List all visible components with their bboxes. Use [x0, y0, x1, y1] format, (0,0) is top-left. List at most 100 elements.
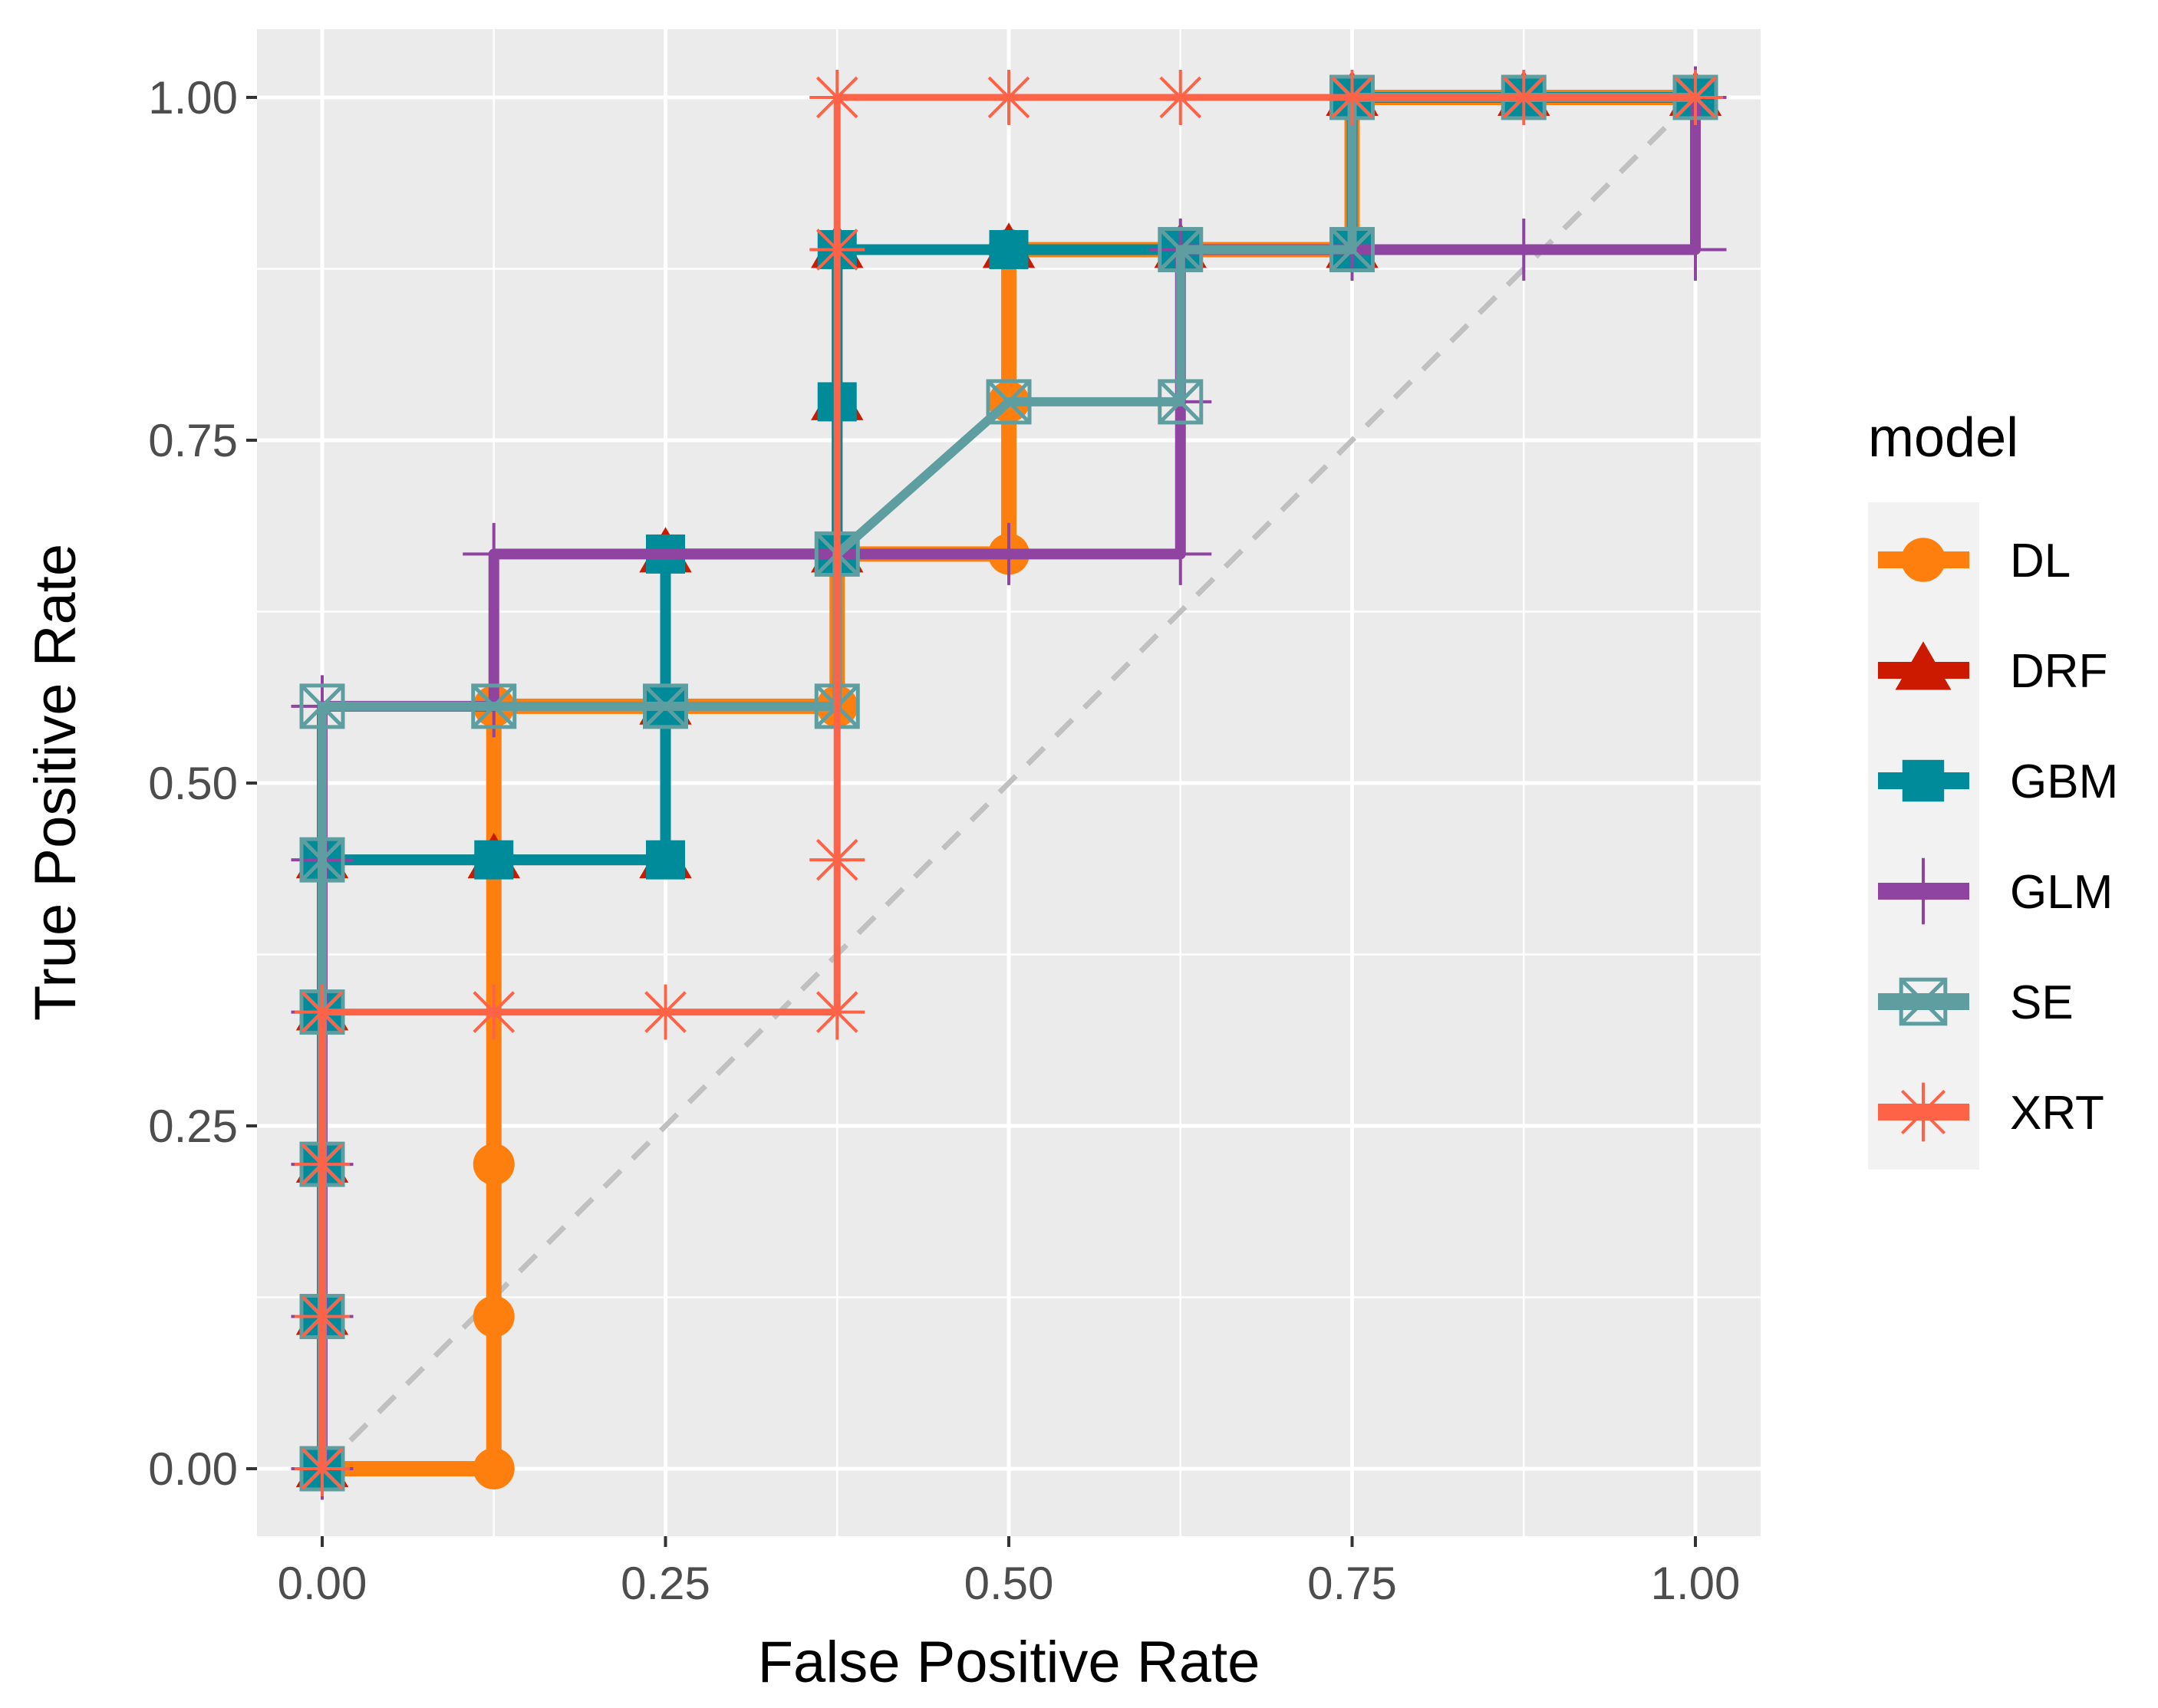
data-point — [473, 1144, 515, 1186]
data-point — [809, 832, 865, 888]
x-tick-label: 1.00 — [1651, 1558, 1741, 1609]
data-point — [295, 984, 350, 1040]
data-point — [1329, 226, 1375, 272]
data-point — [809, 70, 865, 125]
star-marker-d2 — [1331, 76, 1373, 119]
legend-item-dl: DL — [1878, 535, 2071, 587]
legend-item-gbm: GBM — [1878, 755, 2118, 808]
data-point — [295, 1441, 350, 1496]
square-x-marker-box — [1329, 226, 1375, 272]
data-point — [643, 683, 688, 729]
star-marker-d2 — [815, 991, 858, 1033]
star-marker-d2 — [815, 229, 858, 271]
square-x-marker-box — [986, 379, 1032, 425]
star-marker-d2 — [301, 991, 344, 1033]
data-point — [463, 522, 525, 585]
star-marker-d2 — [1159, 76, 1202, 119]
square-x-marker-box — [299, 837, 345, 883]
circle-marker — [473, 1295, 515, 1338]
data-point — [1149, 522, 1212, 585]
series-layer — [291, 66, 1727, 1500]
x-tick-label: 0.25 — [621, 1558, 710, 1609]
data-point — [466, 984, 522, 1040]
x-tick-label: 0.50 — [964, 1558, 1054, 1609]
y-tick-label: 0.75 — [148, 415, 238, 466]
data-point — [471, 683, 517, 729]
square-x-marker-diag2 — [1158, 227, 1203, 272]
square-x-marker-diag2 — [1899, 978, 1947, 1025]
y-axis-title: True Positive Rate — [23, 544, 88, 1021]
data-point — [981, 70, 1036, 125]
data-point — [1664, 218, 1727, 281]
y-tick-label: 0.25 — [148, 1101, 238, 1152]
data-point — [1152, 70, 1208, 125]
legend: model DL DRF GBM GLM SE XRT — [1868, 407, 2118, 1170]
data-point — [1899, 977, 1948, 1026]
legend-label: SE — [2010, 976, 2074, 1029]
square-x-marker-diag2 — [300, 838, 344, 882]
data-point — [299, 683, 345, 729]
square-marker — [1902, 759, 1945, 802]
series-xrt — [295, 70, 1723, 1496]
data-point — [809, 984, 865, 1040]
square-x-marker-box — [299, 683, 345, 729]
data-point — [809, 222, 865, 278]
star-marker-d2 — [815, 76, 858, 119]
reference-diagonal — [320, 95, 1698, 1471]
data-point — [1496, 70, 1552, 125]
x-axis-title: False Positive Rate — [758, 1630, 1260, 1695]
data-point — [473, 1448, 515, 1489]
data-point — [1889, 857, 1957, 925]
legend-item-xrt: XRT — [1878, 1082, 2104, 1142]
data-point — [295, 1137, 350, 1193]
legend-label: DRF — [2010, 645, 2107, 698]
data-point — [986, 379, 1032, 425]
legend-item-se: SE — [1878, 976, 2074, 1029]
axis-ticks: 0.00 0.25 0.50 0.75 1.00 0.00 0.25 0.50 0.75 1.00 — [148, 72, 1740, 1609]
square-marker — [646, 840, 685, 880]
star-marker-d2 — [815, 838, 858, 881]
square-x-marker-diag2 — [643, 684, 688, 729]
star-marker-d2 — [301, 1447, 344, 1490]
data-point — [638, 984, 694, 1040]
y-tick-label: 0.00 — [148, 1443, 238, 1495]
legend-keys-background — [1868, 502, 1979, 1170]
square-x-marker-box — [1899, 977, 1948, 1026]
data-point — [1895, 641, 1952, 690]
square-x-marker-box — [471, 683, 517, 729]
triangle-marker — [1895, 641, 1952, 690]
square-x-marker-box — [1158, 226, 1204, 272]
data-point — [1158, 379, 1204, 425]
legend-label: GBM — [2010, 755, 2118, 808]
data-point — [299, 837, 345, 883]
data-point — [977, 522, 1040, 585]
square-x-marker-box — [643, 683, 688, 729]
circle-marker — [473, 1448, 515, 1489]
square-x-marker-diag2 — [1329, 227, 1375, 272]
star-marker-d2 — [1900, 1089, 1946, 1135]
y-tick-label: 1.00 — [148, 72, 238, 123]
square-x-marker-diag2 — [300, 684, 344, 729]
data-point — [1324, 70, 1380, 125]
star-marker-d2 — [1674, 76, 1717, 119]
data-point — [989, 229, 1029, 269]
legend-label: GLM — [2010, 866, 2113, 919]
y-tick-label: 0.50 — [148, 758, 238, 809]
star-marker-d2 — [1502, 76, 1545, 119]
data-point — [1492, 218, 1555, 281]
data-point — [474, 840, 514, 880]
legend-label: XRT — [2010, 1087, 2104, 1140]
circle-marker — [1901, 538, 1945, 582]
legend-item-drf: DRF — [1878, 641, 2107, 698]
data-point — [1158, 226, 1204, 272]
x-tick-label: 0.00 — [278, 1558, 367, 1609]
star-marker-d2 — [301, 1143, 344, 1186]
data-point — [1668, 70, 1723, 125]
star-marker-d2 — [644, 991, 687, 1033]
square-x-marker-diag2 — [1158, 380, 1203, 424]
star-marker-d2 — [301, 1295, 344, 1338]
legend-label: DL — [2010, 535, 2071, 587]
square-x-marker-diag2 — [987, 380, 1031, 424]
data-point — [295, 1288, 350, 1344]
